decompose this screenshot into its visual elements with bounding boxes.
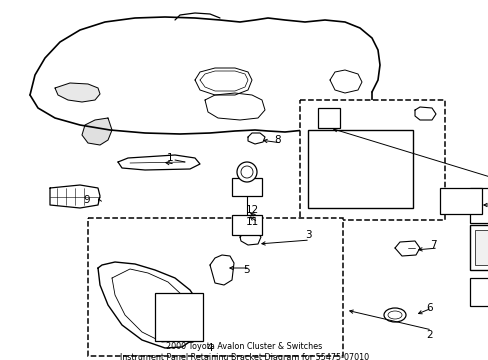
- Text: 11: 11: [245, 217, 258, 227]
- Bar: [317, 108, 339, 128]
- Text: 4: 4: [206, 343, 213, 353]
- Text: 9: 9: [83, 195, 90, 205]
- Bar: [299, 100, 444, 220]
- Bar: [469, 278, 488, 306]
- Bar: [469, 225, 488, 270]
- Text: 8: 8: [274, 135, 281, 145]
- Circle shape: [237, 162, 257, 182]
- Bar: [231, 178, 262, 196]
- Text: 6: 6: [426, 303, 432, 313]
- Bar: [88, 218, 342, 356]
- Circle shape: [241, 166, 252, 178]
- Bar: [469, 188, 488, 223]
- Bar: [307, 130, 412, 208]
- Polygon shape: [82, 118, 112, 145]
- Polygon shape: [55, 83, 100, 102]
- Text: 5: 5: [242, 265, 249, 275]
- Text: 12: 12: [245, 205, 258, 215]
- Text: 1: 1: [166, 153, 173, 163]
- Bar: [439, 188, 481, 214]
- Text: 7: 7: [429, 240, 435, 250]
- Ellipse shape: [383, 308, 405, 322]
- Text: 3: 3: [304, 230, 311, 240]
- Text: 2: 2: [426, 330, 432, 340]
- Bar: [474, 230, 488, 265]
- Text: 2000 Toyota Avalon Cluster & Switches
Instrument Panel Retaining Bracket Diagram: 2000 Toyota Avalon Cluster & Switches In…: [120, 342, 368, 360]
- Ellipse shape: [387, 311, 401, 319]
- Bar: [155, 293, 203, 341]
- Bar: [231, 215, 262, 235]
